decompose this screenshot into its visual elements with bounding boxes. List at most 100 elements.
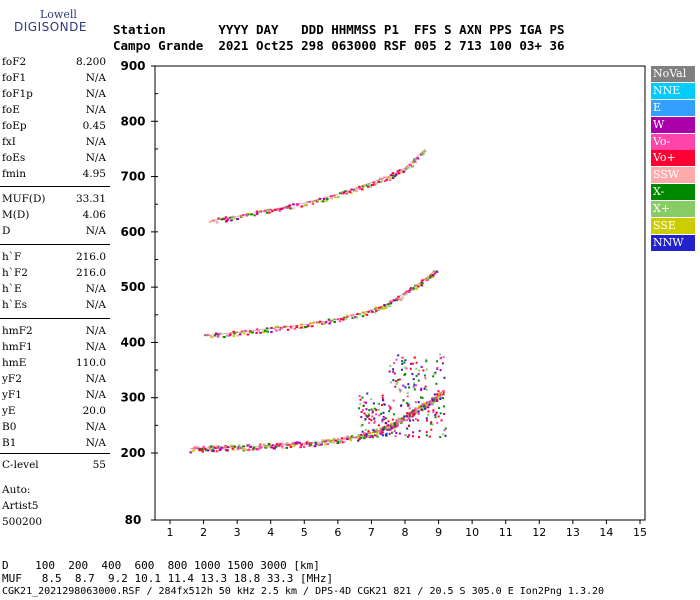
- echo-point: [296, 202, 300, 205]
- echo-point: [295, 325, 299, 328]
- echo-point: [381, 428, 384, 431]
- echo-point: [404, 386, 407, 389]
- echo-point: [247, 444, 251, 447]
- param-name: foEs: [2, 152, 26, 164]
- echo-point: [358, 187, 362, 190]
- echo-point: [438, 392, 441, 395]
- param-row-mufd: MUF(D) 33.31: [2, 193, 108, 209]
- echo-point: [417, 401, 420, 404]
- x-tick-label: 11: [499, 526, 513, 539]
- echo-point: [255, 213, 258, 216]
- echo-point: [330, 319, 334, 322]
- auto-info-line: Auto:: [2, 484, 31, 496]
- echo-point: [384, 305, 387, 308]
- echo-point: [323, 440, 327, 443]
- param-row-fof1p: foF1p N/A: [2, 88, 108, 104]
- echo-point: [436, 366, 439, 369]
- echo-point: [408, 404, 411, 407]
- echo-point: [382, 415, 385, 418]
- echo-point: [366, 311, 369, 314]
- param-name: hmF2: [2, 325, 33, 337]
- echo-point: [400, 368, 403, 371]
- echo-point: [383, 403, 386, 406]
- echo-point: [412, 287, 415, 290]
- echo-point: [409, 287, 412, 290]
- echo-point: [366, 415, 369, 418]
- echo-point: [236, 448, 239, 451]
- echo-point: [427, 410, 430, 413]
- echo-point: [408, 424, 411, 427]
- echo-point: [408, 425, 411, 428]
- echo-point: [411, 362, 414, 365]
- echo-point: [198, 449, 201, 452]
- panel-divider: [0, 186, 110, 187]
- echo-point: [420, 389, 423, 392]
- x-tick-label: 15: [633, 526, 647, 539]
- echo-point: [192, 447, 196, 450]
- echo-point: [423, 407, 426, 410]
- echo-point: [388, 428, 392, 431]
- echo-point: [280, 442, 283, 445]
- echo-point: [385, 427, 388, 430]
- x-tick-label: 12: [532, 526, 546, 539]
- x-tick-label: 13: [566, 526, 580, 539]
- echo-point: [355, 187, 359, 190]
- echo-point: [365, 436, 369, 439]
- echo-point: [425, 434, 428, 437]
- echo-point: [302, 445, 306, 448]
- echo-point: [367, 412, 370, 415]
- echo-point: [325, 196, 328, 199]
- echo-point: [423, 404, 427, 407]
- echo-point: [422, 405, 426, 408]
- param-value: 20.0: [82, 405, 106, 417]
- echo-point: [425, 431, 428, 434]
- echo-point: [436, 421, 439, 424]
- echo-point: [408, 413, 411, 416]
- echo-point: [423, 403, 427, 406]
- echo-point: [431, 397, 434, 400]
- echo-point: [289, 207, 292, 210]
- echo-point: [435, 393, 438, 396]
- echo-point: [361, 430, 364, 433]
- echo-point: [438, 397, 442, 400]
- echo-point: [429, 402, 432, 405]
- echo-point: [361, 315, 365, 318]
- echo-point: [229, 333, 232, 336]
- echo-point: [204, 448, 208, 451]
- echo-point: [370, 184, 374, 187]
- echo-point: [332, 441, 336, 444]
- echo-point: [308, 322, 312, 325]
- echo-point: [355, 436, 359, 439]
- echo-point: [400, 418, 403, 421]
- echo-point: [341, 191, 344, 194]
- echo-point: [394, 385, 397, 388]
- echo-point: [383, 427, 386, 430]
- echo-point: [391, 172, 395, 175]
- echo-point: [268, 443, 272, 446]
- footer-muf-line: MUF 8.5 8.7 9.2 10.1 11.4 13.3 18.8 33.3…: [2, 572, 334, 585]
- trace-line: [210, 148, 426, 222]
- param-name: h`Es: [2, 299, 28, 311]
- echo-point: [402, 170, 406, 173]
- echo-point: [269, 446, 272, 449]
- x-tick-label: 5: [301, 526, 308, 539]
- param-name: foEp: [2, 120, 27, 132]
- echo-point: [361, 188, 364, 191]
- echo-point: [417, 406, 421, 409]
- echo-point: [399, 404, 402, 407]
- echo-point: [438, 393, 442, 396]
- legend-item-nne: NNE: [651, 82, 695, 99]
- echo-point: [196, 447, 199, 450]
- param-name: M(D): [2, 209, 30, 221]
- echo-point: [387, 427, 390, 430]
- echo-point: [381, 431, 384, 434]
- echo-point: [425, 358, 428, 361]
- echo-point: [413, 160, 417, 163]
- echo-point: [440, 392, 444, 395]
- echo-point: [198, 447, 202, 450]
- echo-point: [233, 445, 237, 448]
- echo-point: [423, 387, 426, 390]
- echo-point: [300, 443, 303, 446]
- echo-point: [428, 401, 431, 404]
- echo-point: [358, 407, 361, 410]
